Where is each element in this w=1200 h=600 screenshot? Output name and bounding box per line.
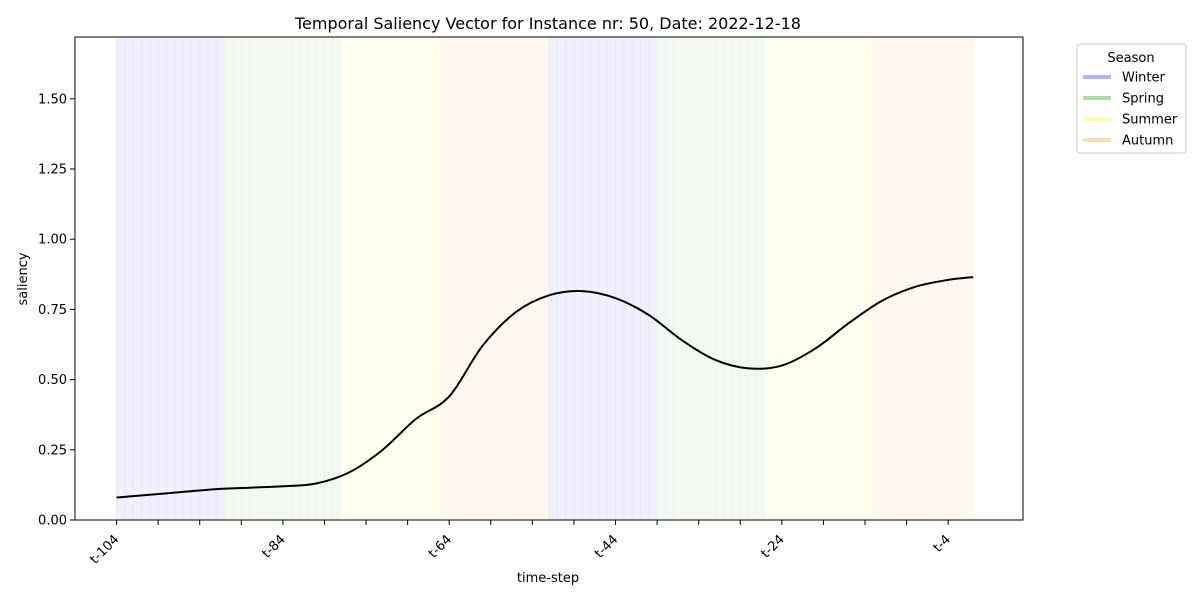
chart-title: Temporal Saliency Vector for Instance nr…	[294, 14, 801, 33]
legend-box	[1076, 43, 1187, 154]
y-tick-label: 0.50	[38, 373, 67, 388]
y-tick-label: 1.50	[38, 92, 67, 107]
legend-label-winter: Winter	[1122, 71, 1166, 86]
saliency-line	[116, 276, 974, 499]
x-tick-label: t-84	[259, 532, 288, 561]
season-band-stripes	[116, 37, 974, 520]
x-axis-label: time-step	[517, 571, 579, 586]
legend: Season Winter Spring Summer Autumn	[1076, 43, 1187, 154]
x-tick-label: t-64	[426, 532, 455, 561]
season-band-winter	[549, 37, 658, 520]
x-axis: t-104 t-84 t-64 t-44 t-24 t-4	[87, 520, 954, 567]
season-band-winter	[116, 37, 225, 520]
season-band-summer	[765, 37, 874, 520]
y-tick-label: 1.00	[38, 233, 67, 248]
legend-label-spring: Spring	[1122, 92, 1164, 107]
plot-frame	[74, 36, 1024, 521]
x-tick-label: t-24	[758, 532, 787, 561]
x-tick-label: t-4	[931, 532, 954, 555]
legend-label-autumn: Autumn	[1122, 134, 1173, 149]
x-tick-label: t-104	[87, 532, 122, 567]
season-band-autumn	[440, 37, 549, 520]
legend-title: Season	[1107, 51, 1154, 66]
y-axis: 0.00 0.25 0.50 0.75 1.00 1.25 1.50	[38, 92, 75, 529]
y-tick-label: 0.00	[38, 514, 67, 529]
legend-label-summer: Summer	[1122, 113, 1178, 128]
season-bands	[116, 37, 974, 520]
y-tick-label: 0.75	[38, 303, 67, 318]
season-band-spring	[657, 37, 766, 520]
y-tick-label: 1.25	[38, 162, 67, 177]
x-tick-label: t-44	[592, 532, 621, 561]
y-axis-label: saliency	[16, 252, 31, 305]
legend-entries: Winter Spring Summer Autumn	[1083, 71, 1178, 149]
y-tick-label: 0.25	[38, 443, 67, 458]
